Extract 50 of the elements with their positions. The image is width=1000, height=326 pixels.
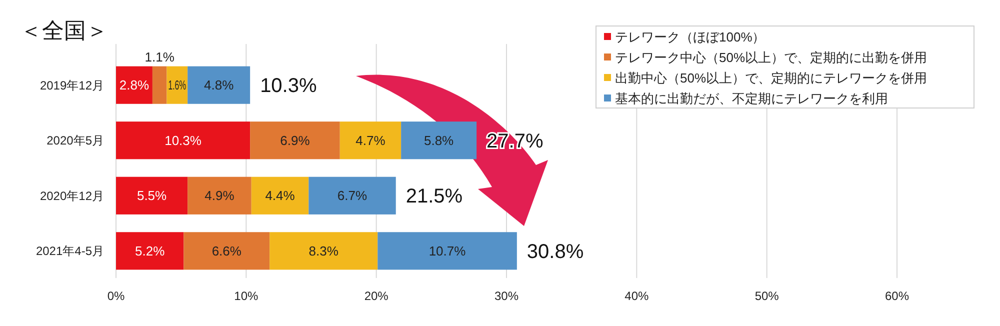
bar: [116, 232, 184, 270]
bar: [188, 176, 252, 214]
bar: [378, 232, 517, 270]
data-label: 6.9%: [280, 132, 310, 148]
bar: [401, 122, 477, 160]
data-label: 5.2%: [135, 243, 166, 258]
data-label: 8.3%: [308, 243, 339, 258]
x-tick-label: 40%: [624, 289, 649, 303]
y-tick-label: 2020年5月: [46, 134, 104, 148]
bar: [152, 66, 167, 104]
legend-label: 出勤中心（50%以上）で、定期的にテレワークを併用: [615, 70, 928, 86]
total-label: 21.5%: [406, 186, 463, 208]
y-tick-label: 2020年12月: [40, 188, 104, 203]
data-label: 4.7%: [356, 132, 386, 148]
data-label: 5.8%: [424, 132, 454, 148]
data-label: 5.5%: [136, 188, 168, 204]
chart-title: ＜全国＞: [20, 18, 108, 43]
bar: [116, 66, 152, 104]
bar: [251, 176, 309, 214]
legend-label: テレワーク中心（50%以上）で、定期的に出勤を併用: [615, 50, 928, 66]
total-label: 30.8%: [526, 240, 584, 263]
x-tick-label: 60%: [884, 289, 910, 303]
bar: [340, 122, 402, 160]
x-tick-label: 30%: [494, 289, 519, 303]
data-label: 2.8%: [119, 78, 150, 93]
x-tick-label: 0%: [107, 289, 125, 303]
data-label: 1.1%: [144, 49, 175, 64]
data-label: 6.6%: [212, 243, 242, 258]
data-label: 4.9%: [204, 188, 235, 204]
data-label: 4.4%: [265, 188, 296, 204]
legend-label: 基本的に出勤だが、不定期にテレワークを利用: [615, 91, 888, 106]
x-tick-label: 20%: [364, 289, 389, 303]
data-label: 1.6%: [168, 78, 198, 93]
y-tick-label: 2021年4-5月: [36, 244, 104, 258]
bar: [188, 66, 250, 104]
data-label: 10.3%: [164, 132, 202, 148]
legend-label: テレワーク（ほぼ100%）: [615, 30, 766, 45]
data-label: 6.7%: [337, 188, 368, 204]
data-label: 10.7%: [428, 243, 466, 258]
y-tick-label: 2019年12月: [40, 78, 104, 92]
bar: [116, 122, 250, 160]
bar: [270, 232, 378, 270]
x-tick-label: 50%: [754, 289, 780, 303]
bar: [250, 122, 340, 160]
total-label: 10.3%: [260, 75, 317, 98]
data-label: 4.8%: [204, 78, 234, 93]
x-tick-label: 10%: [234, 289, 258, 303]
bar: [116, 176, 188, 214]
bar: [184, 232, 270, 270]
bar: [308, 176, 396, 214]
